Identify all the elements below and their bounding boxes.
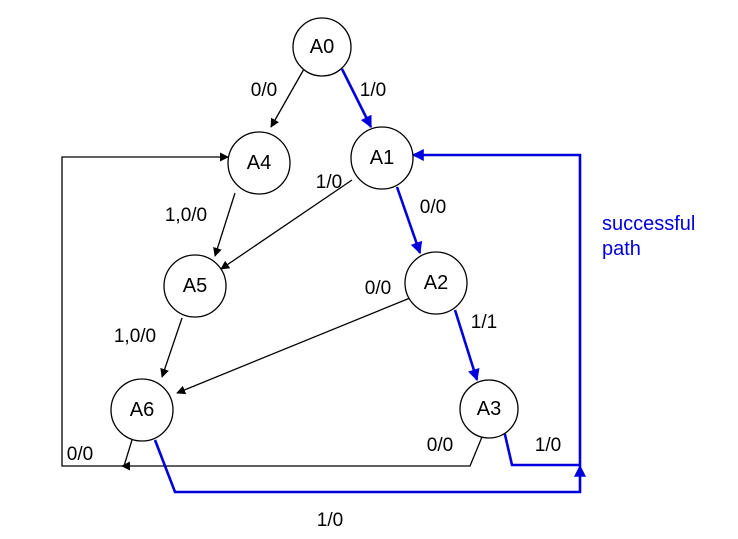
label-a0-a4: 0/0	[251, 80, 277, 101]
edge-a3-a6	[121, 436, 483, 471]
label-a1-a2: 0/0	[420, 197, 446, 218]
node-a1-label: A1	[370, 147, 394, 169]
node-a5: A5	[163, 254, 227, 318]
label-a4-a5: 1,0/0	[165, 205, 207, 226]
edge-a1-a2	[395, 186, 423, 255]
node-a6-label: A6	[130, 399, 154, 421]
node-a3-label: A3	[477, 398, 501, 420]
label-a3-a6: 0/0	[427, 435, 453, 456]
node-a4: A4	[227, 131, 291, 195]
edge-a6-a1	[153, 439, 586, 494]
node-a2-label: A2	[424, 272, 448, 294]
label-a1-a5: 1/0	[316, 172, 342, 193]
edge-a0-a4	[270, 68, 305, 128]
label-a6-a1: 1/0	[317, 510, 343, 531]
edge-a6-a4	[61, 152, 229, 467]
label-a2-a6: 0/0	[365, 278, 391, 299]
node-a2: A2	[404, 251, 468, 315]
edge-a0-a1	[340, 68, 373, 129]
edge-a5-a6	[160, 317, 183, 378]
label-a5-a6: 1,0/0	[114, 326, 156, 347]
node-a6: A6	[110, 378, 174, 442]
successful-path-label-line1: successful	[602, 213, 695, 235]
node-a4-label: A4	[247, 152, 271, 174]
label-a0-a1: 1/0	[360, 80, 386, 101]
edge-a2-a6	[176, 297, 411, 395]
label-a3-a1: 1/0	[535, 435, 561, 456]
node-a0-label: A0	[310, 36, 334, 58]
edge-a1-a5	[220, 179, 353, 270]
node-a0: A0	[292, 17, 352, 77]
node-a1: A1	[350, 126, 414, 190]
label-a2-a3: 1/1	[471, 312, 497, 333]
edge-a2-a3	[453, 309, 480, 382]
edge-a4-a5	[213, 192, 236, 257]
successful-path-label-line2: path	[602, 238, 641, 260]
label-a6-a4: 0/0	[67, 444, 93, 465]
node-a3: A3	[459, 379, 519, 439]
node-a5-label: A5	[183, 275, 207, 297]
